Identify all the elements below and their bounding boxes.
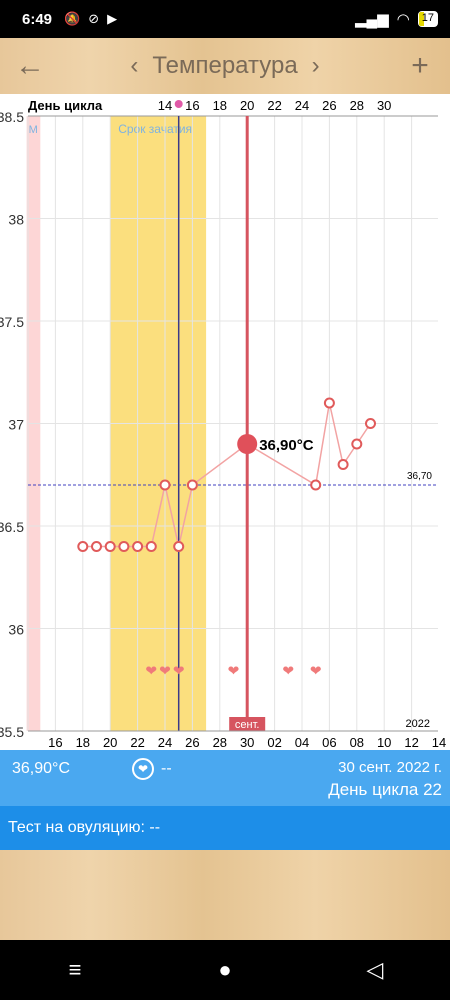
add-button[interactable]: + — [411, 49, 429, 82]
cycle-day-tick-label: 16 — [185, 98, 199, 113]
home-icon[interactable]: ● — [218, 957, 232, 982]
selected-temperature-point — [237, 434, 258, 454]
y-tick-label: 35.5 — [0, 724, 24, 740]
heart-icon: ❤ — [228, 664, 240, 680]
intercourse-value: -- — [161, 760, 172, 777]
navigation-bar: ≡ ● ◁ — [0, 940, 450, 1000]
x-tick-label: 18 — [76, 735, 90, 750]
chart-svg[interactable]: М Срок зачатия 38.5 38 37.5 37 36.5 36 35.5 День … — [0, 94, 450, 750]
selected-temperature: 36,90°C — [12, 760, 70, 777]
temperature-point — [186, 479, 198, 491]
temperature-point — [351, 438, 363, 450]
x-tick-label: 16 — [48, 735, 62, 750]
x-tick-label: 06 — [322, 735, 336, 750]
selected-cycle-day: День цикла 22 — [328, 780, 442, 799]
temperature-point — [118, 541, 130, 552]
y-tick-label: 36.5 — [0, 519, 24, 535]
cycle-day-tick-label: 22 — [267, 98, 281, 113]
x-tick-label: 04 — [295, 735, 309, 750]
y-tick-label: 37.5 — [0, 314, 24, 330]
year-label: 2022 — [406, 718, 430, 730]
temperature-point — [77, 541, 89, 552]
x-tick-label: 20 — [103, 735, 117, 750]
x-tick-label: 22 — [130, 735, 144, 750]
temperature-point — [173, 541, 185, 552]
heart-icon: ❤ — [310, 664, 322, 680]
x-tick-label: 26 — [185, 735, 199, 750]
x-tick-label: 08 — [350, 735, 364, 750]
page-title: Температура — [152, 52, 298, 79]
cycle-day-tick-label: 26 — [322, 98, 336, 113]
cycle-day-tick-label: 20 — [240, 98, 254, 113]
info-panel: 36,90°C ❤ -- 30 сент. 2022 г. День цикла… — [0, 750, 450, 806]
cycle-day-tick-label: 24 — [295, 98, 309, 113]
ovulation-marker-icon — [174, 100, 183, 108]
fertile-window-label: Срок зачатия — [118, 122, 192, 136]
cycle-day-tick-label: 28 — [350, 98, 364, 113]
status-time: 6:49 — [22, 10, 53, 28]
temperature-point — [104, 541, 116, 552]
previous-chart-button[interactable]: ‹ — [130, 52, 139, 79]
y-tick-label: 36 — [8, 622, 24, 638]
app-icon: ⊘ — [88, 11, 100, 26]
temperature-chart[interactable]: М Срок зачатия 38.5 38 37.5 37 36.5 36 35.5 День … — [0, 94, 450, 750]
top-bar: ← ‹ Температура › + — [0, 38, 450, 94]
heart-icon[interactable]: ❤ — [132, 758, 154, 780]
temperature-point — [337, 459, 349, 470]
y-tick-label: 38 — [8, 212, 24, 228]
mute-icon: 🔕 — [64, 11, 81, 26]
month-label: сент. — [235, 719, 260, 731]
temperature-point — [159, 479, 171, 491]
temperature-point — [310, 479, 322, 491]
x-tick-label: 24 — [158, 735, 172, 750]
x-tick-label: 02 — [267, 735, 281, 750]
next-chart-button[interactable]: › — [311, 52, 320, 79]
cycle-day-tick-label: 30 — [377, 98, 391, 113]
x-tick-label: 30 — [240, 735, 254, 750]
selected-date: 30 сент. 2022 г. — [338, 759, 442, 776]
signal-icon: ▂▄▆ — [354, 11, 389, 28]
cycle-day-tick-label: 14 — [158, 98, 172, 113]
x-tick-label: 12 — [404, 735, 418, 750]
x-tick-label: 28 — [213, 735, 227, 750]
month-label-bg — [229, 717, 266, 731]
back-icon[interactable]: ◁ — [366, 957, 384, 982]
back-arrow-icon[interactable]: ← — [15, 49, 45, 82]
temperature-point — [365, 418, 376, 429]
youtube-icon: ▶ — [107, 11, 118, 26]
temperature-point — [91, 541, 102, 552]
temperature-point — [323, 397, 335, 409]
selected-temperature-label: 36,90°C — [259, 437, 314, 454]
menu-icon[interactable]: ≡ — [68, 957, 82, 982]
heart-icon: ❤ — [159, 664, 171, 680]
y-tick-label: 38.5 — [0, 109, 24, 125]
cycle-day-tick-label: 18 — [213, 98, 227, 113]
heart-icon: ❤ — [282, 664, 294, 680]
cover-line-label: 36,70 — [407, 471, 432, 482]
battery-icon: 17 — [417, 11, 438, 27]
x-tick-label: 14 — [432, 735, 446, 750]
heart-icon: ❤ — [145, 664, 157, 680]
y-tick-label: 37 — [8, 417, 24, 433]
temperature-point — [132, 541, 144, 552]
period-label: М — [29, 124, 38, 136]
heart-icon: ❤ — [173, 664, 185, 680]
wifi-icon: ◠ — [396, 11, 410, 28]
x-tick-label: 10 — [377, 735, 391, 750]
status-bar: 6:49 🔕 ⊘ ▶ ▂▄▆ ◠ 17 — [0, 0, 450, 38]
cycle-day-header: День цикла — [28, 98, 103, 113]
ovulation-test-row[interactable]: Тест на овуляцию: -- — [0, 806, 450, 850]
temperature-point — [145, 541, 157, 552]
